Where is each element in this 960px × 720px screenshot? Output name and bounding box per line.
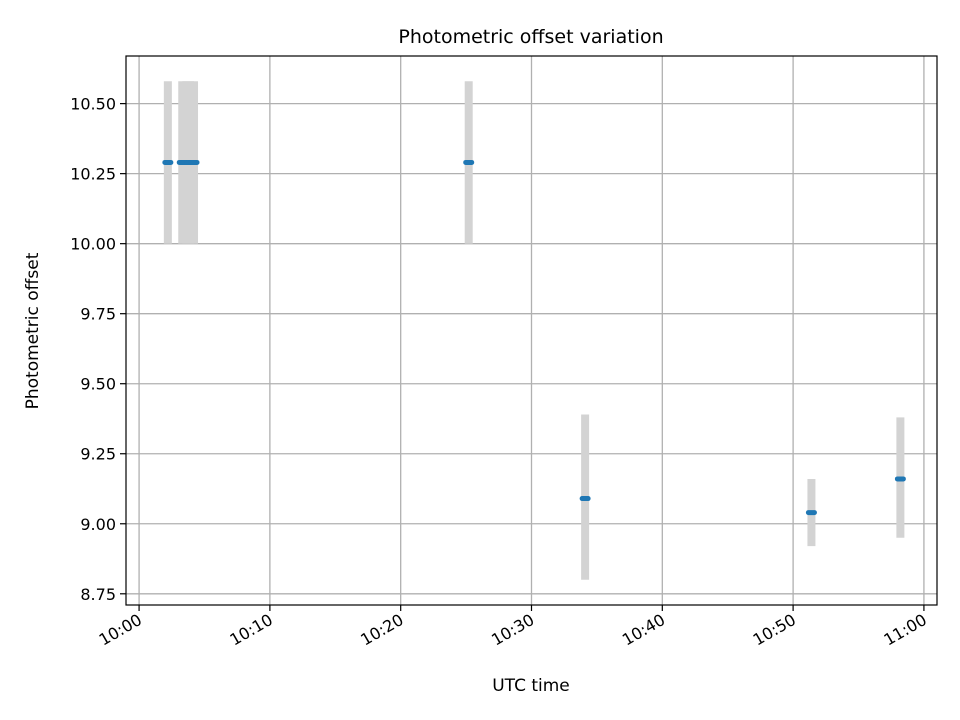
y-tick-label: 9.75 — [80, 305, 116, 324]
x-tick-label: 10:10 — [226, 610, 275, 650]
axes: 10:00 10:10 10:20 10:30 10:40 10:50 11:00 8.75 9… — [70, 55, 938, 650]
y-tick-label: 9.25 — [80, 445, 116, 464]
y-tick-label: 8.75 — [80, 585, 116, 604]
y-tick-label: 10.50 — [70, 95, 116, 114]
x-tick-label: 10:40 — [619, 610, 668, 650]
grid-layer — [126, 56, 937, 605]
plot-frame — [125, 55, 938, 606]
y-tick-label: 10.00 — [70, 235, 116, 254]
y-tick-label: 10.25 — [70, 165, 116, 184]
y-axis-label: Photometric offset — [23, 252, 43, 409]
x-tick-label: 10:00 — [96, 610, 145, 650]
x-tick-label: 10:30 — [488, 610, 537, 650]
x-axis-label: UTC time — [492, 676, 570, 696]
error-bars — [163, 81, 905, 580]
x-tick-label: 10:20 — [357, 610, 406, 650]
chart-title: Photometric offset variation — [398, 26, 663, 48]
data-points — [162, 159, 906, 516]
x-tick-label: 10:50 — [750, 610, 799, 650]
y-tick-label: 9.00 — [80, 515, 116, 534]
y-tick-label: 9.50 — [80, 375, 116, 394]
x-tick-label: 11:00 — [880, 610, 929, 650]
